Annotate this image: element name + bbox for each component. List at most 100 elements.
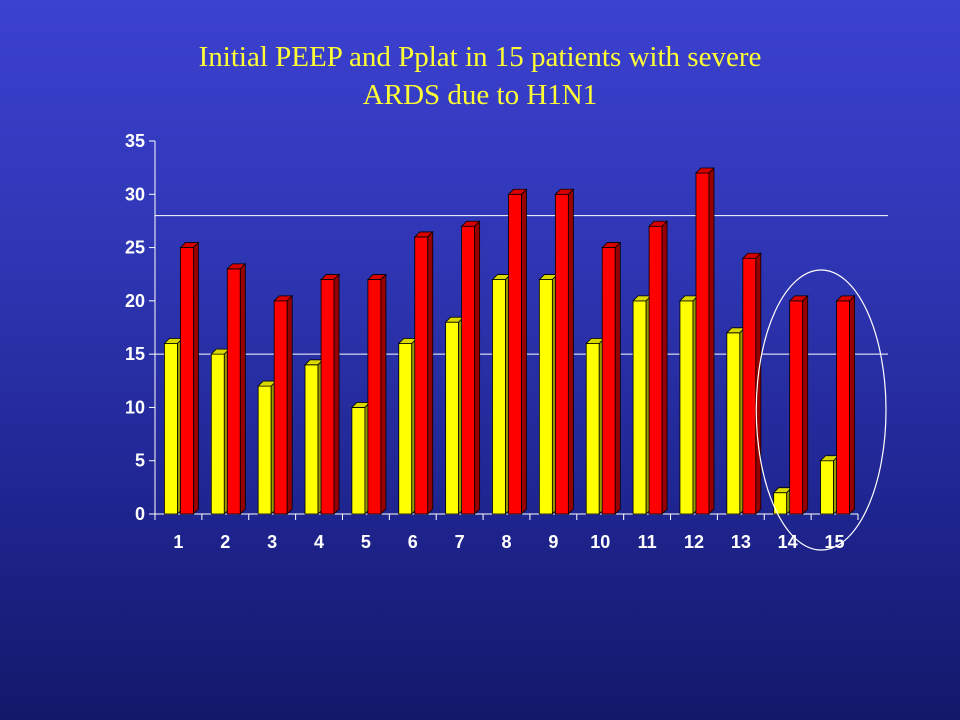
slide-title: Initial PEEP and Pplat in 15 patients wi… [0,38,960,114]
bar-series-2-cat-8 [507,188,528,515]
x-tick-label: 5 [361,532,371,552]
bar-front [257,385,272,515]
bar-front [836,300,850,515]
highlight-group [755,269,887,551]
bar-series-2-cat-7 [460,220,481,515]
bar-series-2-cat-6 [413,230,434,515]
bar-series-2-cat-3 [273,294,294,515]
bar-side [708,167,715,515]
bar-front [180,247,194,515]
bar-front [789,300,804,515]
bar-front [601,247,616,515]
y-tick-label: 20 [125,291,145,311]
bar-side [802,294,809,515]
title-line-1: Initial PEEP and Pplat in 15 patients wi… [198,41,762,73]
y-tick-label: 35 [125,131,145,151]
bar-side [567,188,574,515]
bar-series-1-cat-2 [210,348,231,515]
y-tick-label: 15 [125,344,145,364]
bar-front [554,193,569,515]
x-tick-label: 13 [731,532,751,552]
highlight-ellipse [755,269,887,551]
bar-series-1-cat-9 [538,273,559,515]
bar-front [210,353,225,515]
bar-series-2-cat-11 [648,220,669,515]
bars [163,167,856,515]
bar-side [474,220,481,515]
bar-side [239,262,246,515]
bar-series-1-cat-15 [819,454,840,515]
x-tick-label: 10 [590,532,610,552]
y-tick-label: 0 [135,504,145,524]
bar-front [742,257,757,515]
bar-series-2-cat-15 [835,294,856,515]
bar-front [585,343,600,515]
bar-side [661,220,668,515]
bar-front [508,193,522,515]
bar-front [726,332,741,515]
bar-front [461,225,476,515]
bar-side [286,294,293,515]
bar-front [273,300,288,515]
bar-front [820,460,834,515]
x-tick-label: 11 [638,532,657,552]
bar-series-2-cat-9 [554,188,575,515]
bar-series-1-cat-11 [632,294,653,515]
y-tick-label: 30 [125,184,145,204]
bar-series-2-cat-1 [179,241,200,515]
bar-front [414,236,429,515]
bar-front [304,364,319,515]
y-tick-label: 10 [125,397,145,417]
x-tick-label: 9 [548,532,558,552]
bar-front [445,321,460,515]
bar-series-2-cat-13 [741,252,762,515]
bar-front [351,407,366,515]
y-tick-label: 25 [125,238,145,258]
x-tick-label: 1 [173,532,183,552]
x-tick-label: 12 [684,532,704,552]
bar-series-1-cat-7 [444,316,465,515]
x-tick-label: 6 [408,532,418,552]
bar-series-2-cat-12 [695,167,715,515]
bar-front [320,279,335,515]
bar-front [164,343,178,515]
x-tick-label: 8 [501,532,511,552]
bar-series-2-cat-14 [788,294,809,515]
bar-side [333,273,340,515]
bar-side [755,252,762,515]
bar-side [427,230,434,515]
bar-front [695,172,710,515]
bar-front [679,300,694,515]
bar-series-1-cat-3 [257,380,278,515]
x-tick-label: 4 [314,532,324,552]
title-line-2: ARDS due to H1N1 [362,79,598,111]
bar-series-1-cat-8 [491,273,512,515]
bar-front [648,225,663,515]
x-tick-label: 7 [455,532,465,552]
bar-front [632,300,647,515]
bar-side [521,188,527,515]
bar-front [492,279,506,515]
bar-series-1-cat-13 [725,326,746,515]
bar-series-1-cat-1 [163,337,184,515]
bar-series-2-cat-4 [320,273,340,515]
x-tick-label: 14 [778,532,798,552]
bar-front [538,279,553,515]
bar-series-1-cat-10 [585,337,606,515]
bar-side [193,241,199,515]
x-tick-label: 2 [220,532,230,552]
bar-series-1-cat-5 [350,401,371,515]
bar-side [849,294,855,515]
bar-side [614,241,621,515]
x-tick-label: 15 [825,532,845,552]
bar-series-2-cat-2 [226,262,247,515]
bar-side [380,273,387,515]
bar-series-1-cat-14 [772,486,793,515]
x-tick-label: 3 [267,532,277,552]
bar-front [226,268,241,515]
bar-series-2-cat-5 [366,273,387,515]
y-tick-label: 5 [135,451,145,471]
